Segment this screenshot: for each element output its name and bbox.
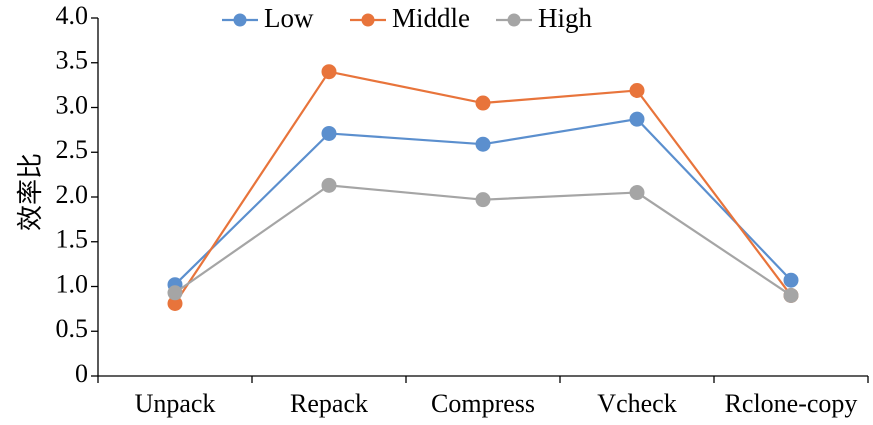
y-tick-label: 4.0: [56, 1, 89, 30]
data-point: [629, 82, 645, 98]
y-tick-label: 3.0: [56, 90, 89, 119]
data-point: [475, 136, 491, 152]
x-tick-label: Unpack: [135, 389, 216, 418]
legend-label: Middle: [392, 3, 470, 33]
legend-swatch-marker: [233, 13, 247, 27]
data-point: [783, 272, 799, 288]
series-low: [167, 111, 799, 293]
data-point: [475, 192, 491, 208]
y-tick-label: 2.0: [56, 180, 89, 209]
y-tick-label: 0.5: [56, 314, 89, 343]
data-point: [783, 287, 799, 303]
y-tick-label: 1.5: [56, 225, 89, 254]
y-tick-label: 0: [75, 359, 88, 388]
legend-item-middle: Middle: [350, 3, 470, 33]
legend-label: High: [538, 3, 593, 33]
data-point: [629, 111, 645, 127]
legend-item-high: High: [496, 3, 593, 33]
data-point: [167, 296, 183, 312]
data-point: [167, 285, 183, 301]
x-tick-label: Compress: [431, 389, 535, 418]
data-point: [321, 64, 337, 80]
series-high: [167, 177, 799, 303]
legend: Low Middle High: [222, 3, 593, 33]
x-tick-label: Repack: [290, 389, 368, 418]
data-point: [475, 95, 491, 111]
x-tick-label: Rclone-copy: [725, 389, 858, 418]
axes: 0 0.5 1.0 1.5 2.0 2.5 3.0 3.5 4.0 Unpack Repack Com…: [56, 1, 869, 418]
y-axis-label: 效率比: [16, 153, 46, 231]
x-tick-label: Vcheck: [597, 389, 676, 418]
legend-swatch-marker: [507, 13, 521, 27]
data-point: [629, 185, 645, 201]
y-tick-label: 3.5: [56, 46, 89, 75]
legend-item-low: Low: [222, 3, 314, 33]
y-tick-label: 1.0: [56, 269, 89, 298]
series-layer: [167, 64, 799, 312]
data-point: [321, 177, 337, 193]
y-tick-label: 2.5: [56, 135, 89, 164]
data-point: [321, 125, 337, 141]
legend-swatch-marker: [361, 13, 375, 27]
legend-label: Low: [264, 3, 314, 33]
